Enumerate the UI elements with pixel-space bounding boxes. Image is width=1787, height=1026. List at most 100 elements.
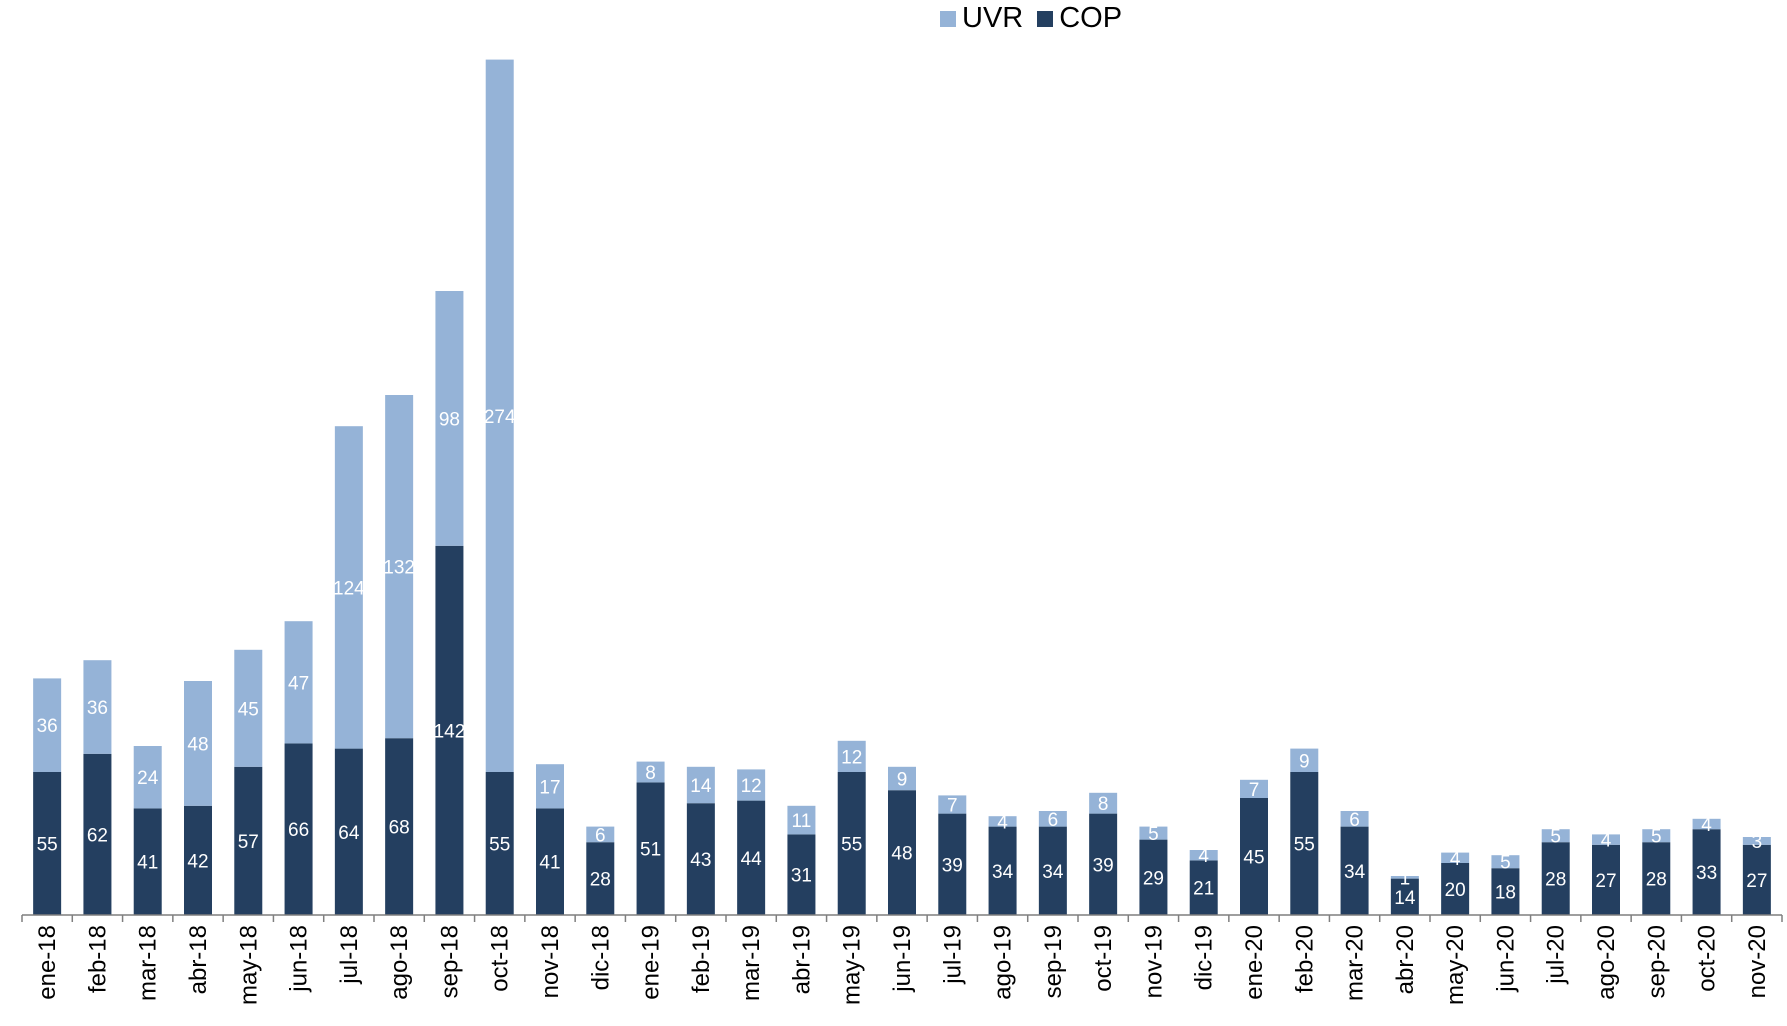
data-label-uvr-jul-20: 5 bbox=[1550, 827, 1561, 848]
data-labels-layer: 5536623641244248574566476412468132142985… bbox=[37, 407, 1768, 909]
data-label-uvr-feb-19: 14 bbox=[690, 776, 712, 797]
bar-uvr-oct-20 bbox=[1692, 818, 1721, 830]
data-label-uvr-oct-19: 8 bbox=[1098, 794, 1109, 815]
bar-uvr-mar-19 bbox=[737, 769, 766, 801]
x-tick-label-ene-18: ene-18 bbox=[34, 925, 61, 1000]
x-tick-label-dic-19: dic-19 bbox=[1191, 925, 1218, 990]
bar-cop-oct-20 bbox=[1692, 829, 1721, 915]
bar-uvr-ago-18 bbox=[385, 395, 414, 739]
bar-uvr-abr-19 bbox=[787, 805, 816, 835]
data-label-uvr-jul-19: 7 bbox=[947, 796, 958, 817]
data-label-cop-nov-19: 29 bbox=[1143, 868, 1164, 889]
data-label-cop-dic-19: 21 bbox=[1193, 879, 1214, 900]
data-label-cop-nov-18: 41 bbox=[539, 853, 560, 874]
data-label-uvr-jun-19: 9 bbox=[897, 770, 908, 791]
data-label-uvr-abr-20: 1 bbox=[1400, 868, 1411, 889]
data-label-cop-sep-18: 142 bbox=[434, 721, 466, 742]
data-label-uvr-feb-18: 36 bbox=[87, 698, 108, 719]
bar-cop-ene-18 bbox=[33, 772, 62, 915]
bar-uvr-feb-19 bbox=[686, 766, 715, 804]
bar-uvr-mar-20 bbox=[1340, 811, 1369, 827]
data-label-cop-nov-20: 27 bbox=[1746, 871, 1767, 892]
legend-item-uvr: UVR bbox=[940, 2, 1023, 35]
x-tick-label-oct-20: oct-20 bbox=[1694, 925, 1721, 992]
bar-cop-ago-19 bbox=[988, 826, 1017, 915]
bar-uvr-ene-19 bbox=[636, 761, 665, 783]
data-label-uvr-nov-19: 5 bbox=[1148, 824, 1159, 845]
legend-item-cop: COP bbox=[1037, 2, 1122, 35]
x-tick-label-mar-20: mar-20 bbox=[1342, 925, 1369, 1001]
bar-cop-dic-19 bbox=[1189, 860, 1218, 915]
bar-cop-ene-20 bbox=[1240, 798, 1268, 915]
data-label-cop-mar-19: 44 bbox=[741, 849, 763, 870]
x-tick-label-mar-18: mar-18 bbox=[135, 925, 162, 1001]
x-tick-label-dic-18: dic-18 bbox=[587, 925, 614, 990]
bar-uvr-may-20 bbox=[1441, 852, 1470, 863]
data-label-uvr-jun-18: 47 bbox=[288, 673, 309, 694]
x-tick-label-ene-19: ene-19 bbox=[638, 925, 665, 1000]
data-label-cop-oct-19: 39 bbox=[1093, 855, 1114, 876]
bar-uvr-jun-19 bbox=[888, 766, 916, 791]
bar-cop-sep-18 bbox=[435, 545, 464, 915]
data-label-cop-jun-19: 48 bbox=[891, 844, 912, 865]
data-label-uvr-sep-19: 6 bbox=[1048, 810, 1059, 831]
x-tick-label-sep-18: sep-18 bbox=[436, 925, 463, 998]
data-label-cop-jul-18: 64 bbox=[338, 823, 360, 844]
bar-cop-mar-20 bbox=[1340, 826, 1369, 915]
data-label-uvr-nov-20: 3 bbox=[1752, 832, 1763, 853]
bar-cop-nov-18 bbox=[536, 808, 564, 915]
bar-uvr-nov-20 bbox=[1742, 837, 1771, 845]
bar-uvr-mar-18 bbox=[133, 746, 162, 809]
x-tick-label-ago-19: ago-19 bbox=[990, 925, 1017, 1000]
bar-uvr-jun-18 bbox=[284, 621, 313, 744]
bar-cop-may-19 bbox=[837, 772, 866, 915]
x-tick-label-jul-19: jul-19 bbox=[939, 925, 966, 985]
bar-cop-jun-18 bbox=[284, 743, 313, 915]
data-label-uvr-oct-20: 4 bbox=[1701, 815, 1712, 836]
data-label-uvr-sep-20: 5 bbox=[1651, 827, 1662, 848]
data-label-cop-feb-19: 43 bbox=[690, 850, 711, 871]
bar-cop-may-18 bbox=[234, 766, 263, 915]
data-label-uvr-ene-19: 8 bbox=[645, 763, 656, 784]
data-label-uvr-mar-20: 6 bbox=[1349, 810, 1360, 831]
bar-uvr-ene-18 bbox=[33, 678, 62, 772]
data-label-uvr-sep-18: 98 bbox=[439, 409, 460, 430]
bar-cop-feb-20 bbox=[1290, 772, 1319, 915]
data-label-uvr-ene-20: 7 bbox=[1249, 780, 1260, 801]
x-tick-label-jun-20: jun-20 bbox=[1492, 925, 1519, 993]
x-tick-label-jun-18: jun-18 bbox=[286, 925, 313, 993]
bar-cop-oct-19 bbox=[1089, 813, 1118, 915]
bar-uvr-dic-18 bbox=[586, 826, 615, 843]
bar-uvr-jul-19 bbox=[938, 795, 967, 814]
x-tick-label-ago-18: ago-18 bbox=[386, 925, 413, 1000]
x-tick-label-may-20: may-20 bbox=[1442, 925, 1469, 1005]
bar-uvr-may-18 bbox=[234, 649, 263, 767]
x-tick-label-abr-19: abr-19 bbox=[788, 925, 815, 994]
bar-cop-mar-19 bbox=[737, 800, 766, 915]
x-tick-label-abr-18: abr-18 bbox=[185, 925, 212, 994]
x-tick-label-sep-19: sep-19 bbox=[1040, 925, 1067, 998]
bar-cop-sep-19 bbox=[1038, 826, 1067, 915]
bar-cop-dic-18 bbox=[586, 842, 615, 915]
legend: UVR COP bbox=[940, 2, 1122, 35]
x-tick-label-oct-18: oct-18 bbox=[487, 925, 514, 992]
data-label-cop-oct-18: 55 bbox=[489, 835, 510, 856]
bar-cop-jul-19 bbox=[938, 813, 967, 915]
bar-cop-nov-19 bbox=[1139, 839, 1168, 915]
data-label-cop-abr-18: 42 bbox=[187, 851, 208, 872]
data-label-cop-ene-20: 45 bbox=[1243, 848, 1264, 869]
bar-uvr-oct-19 bbox=[1089, 792, 1118, 814]
bar-uvr-abr-20 bbox=[1390, 876, 1419, 879]
data-label-cop-jun-18: 66 bbox=[288, 820, 309, 841]
data-label-uvr-mar-18: 24 bbox=[137, 768, 159, 789]
bar-cop-ene-19 bbox=[636, 782, 665, 915]
bar-uvr-feb-18 bbox=[83, 660, 112, 754]
data-label-cop-ago-19: 34 bbox=[992, 862, 1014, 883]
data-label-uvr-ago-20: 4 bbox=[1601, 831, 1612, 852]
x-tick-label-mar-19: mar-19 bbox=[738, 925, 765, 1001]
x-tick-label-feb-20: feb-20 bbox=[1291, 925, 1318, 993]
data-label-cop-oct-20: 33 bbox=[1696, 863, 1717, 884]
x-tick-label-may-19: may-19 bbox=[839, 925, 866, 1005]
data-label-cop-abr-20: 14 bbox=[1394, 888, 1416, 909]
bar-cop-jun-19 bbox=[888, 790, 916, 915]
